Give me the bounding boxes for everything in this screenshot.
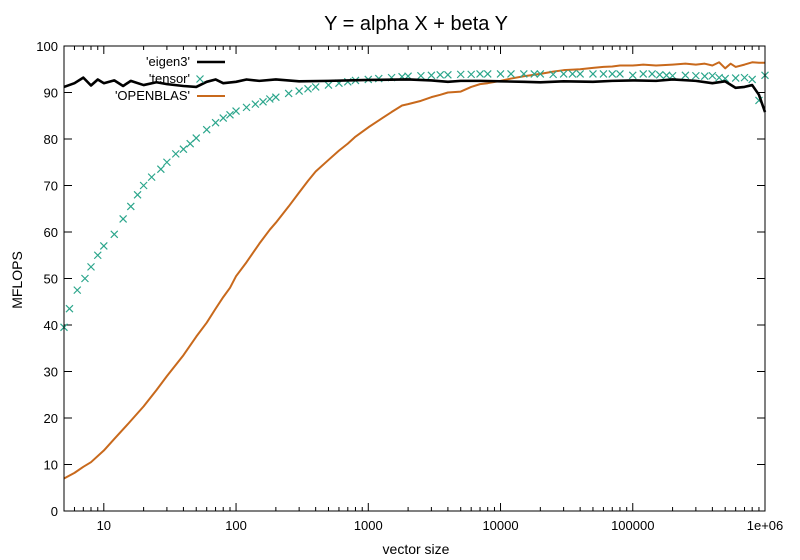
y-tick-label: 20 bbox=[44, 411, 58, 426]
series-point bbox=[156, 165, 165, 174]
series-point bbox=[628, 71, 637, 80]
chart-title: Y = alpha X + beta Y bbox=[324, 13, 508, 35]
series-point bbox=[700, 72, 709, 81]
y-tick-label: 70 bbox=[44, 179, 58, 194]
series-point bbox=[311, 82, 320, 91]
y-tick-label: 40 bbox=[44, 318, 58, 333]
series-point bbox=[748, 75, 757, 84]
series-point bbox=[211, 118, 220, 127]
series-point bbox=[507, 69, 515, 78]
series-point bbox=[192, 134, 201, 142]
x-tick-label: 100000 bbox=[611, 518, 654, 533]
legend-label: 'eigen3' bbox=[146, 54, 190, 69]
x-axis-label: vector size bbox=[383, 541, 450, 557]
series-point bbox=[476, 69, 484, 78]
x-tick-label: 10000 bbox=[482, 518, 518, 533]
series-point bbox=[530, 69, 539, 78]
plot-area bbox=[60, 61, 769, 480]
legend-label: 'OPENBLAS' bbox=[115, 88, 190, 103]
series-point bbox=[259, 97, 267, 106]
series-line-2 bbox=[63, 61, 765, 480]
x-tick-label: 100 bbox=[225, 518, 247, 533]
series-point bbox=[81, 274, 89, 283]
series-point bbox=[427, 71, 436, 80]
series-point bbox=[226, 110, 234, 119]
series-point bbox=[284, 89, 293, 98]
series-point bbox=[147, 173, 156, 182]
x-tick-label: 1e+06 bbox=[747, 518, 784, 533]
series-point bbox=[662, 71, 671, 80]
series-point bbox=[295, 87, 304, 96]
series-point bbox=[559, 69, 568, 78]
series-point bbox=[87, 262, 95, 271]
y-axis-label: MFLOPS bbox=[9, 251, 25, 309]
series-point bbox=[324, 81, 333, 89]
y-tick-label: 90 bbox=[44, 86, 58, 101]
y-tick-label: 60 bbox=[44, 225, 58, 240]
series-point bbox=[242, 103, 251, 112]
series-point bbox=[139, 181, 148, 190]
series-point bbox=[443, 70, 452, 79]
series-point bbox=[639, 69, 648, 78]
y-tick-label: 30 bbox=[44, 365, 58, 380]
series-point bbox=[467, 70, 476, 79]
series-point bbox=[708, 71, 717, 80]
series-point bbox=[133, 190, 142, 199]
y-tick-label: 0 bbox=[51, 504, 58, 519]
series-point bbox=[599, 69, 608, 78]
x-tick-label: 10 bbox=[97, 518, 111, 533]
series-point bbox=[496, 69, 505, 78]
series-point bbox=[171, 149, 180, 158]
series-point bbox=[219, 114, 228, 122]
series-point bbox=[589, 69, 597, 78]
y-tick-label: 10 bbox=[44, 458, 58, 473]
series-point bbox=[576, 69, 585, 78]
series-point bbox=[304, 84, 312, 93]
series-point bbox=[655, 70, 664, 79]
plot-frame bbox=[63, 45, 766, 512]
series-point bbox=[536, 69, 545, 78]
series-point bbox=[251, 100, 260, 109]
series-point bbox=[93, 251, 102, 260]
series-point bbox=[691, 71, 700, 80]
x-tick-label: 1000 bbox=[354, 518, 383, 533]
series-point bbox=[456, 70, 465, 79]
series-point bbox=[740, 73, 749, 82]
series-point bbox=[608, 69, 617, 78]
series-point bbox=[648, 69, 657, 78]
series-point bbox=[681, 71, 690, 80]
series-point bbox=[668, 71, 677, 80]
legend-swatch bbox=[196, 75, 204, 83]
series-point bbox=[65, 304, 74, 313]
legend-label: 'tensor' bbox=[149, 71, 190, 86]
series-point bbox=[202, 125, 211, 134]
series-point bbox=[416, 71, 425, 80]
series-point bbox=[568, 69, 577, 78]
series-point bbox=[73, 286, 82, 295]
series-point bbox=[519, 69, 528, 78]
series-point bbox=[119, 215, 128, 223]
series-point bbox=[99, 242, 108, 250]
series-line-0 bbox=[63, 76, 767, 113]
legend: 'eigen3' 'tensor' 'OPENBLAS' bbox=[115, 54, 225, 103]
axis-ticks: 0 10 20 30 40 50 60 70 80 90 100 10 100 1000 10000 1000… bbox=[36, 39, 783, 533]
series-point bbox=[126, 202, 135, 211]
series-point bbox=[232, 107, 240, 116]
series-point bbox=[110, 230, 119, 239]
series-point bbox=[265, 95, 274, 103]
series-point bbox=[616, 69, 624, 78]
y-tick-label: 100 bbox=[36, 39, 58, 54]
series-point bbox=[549, 70, 558, 79]
series-point bbox=[731, 74, 740, 83]
y-tick-label: 50 bbox=[44, 272, 58, 287]
y-tick-label: 80 bbox=[44, 132, 58, 147]
series-point bbox=[179, 145, 188, 154]
series-point bbox=[483, 69, 492, 78]
series-point bbox=[271, 93, 280, 102]
series-point bbox=[436, 70, 445, 79]
series-point bbox=[162, 158, 171, 167]
